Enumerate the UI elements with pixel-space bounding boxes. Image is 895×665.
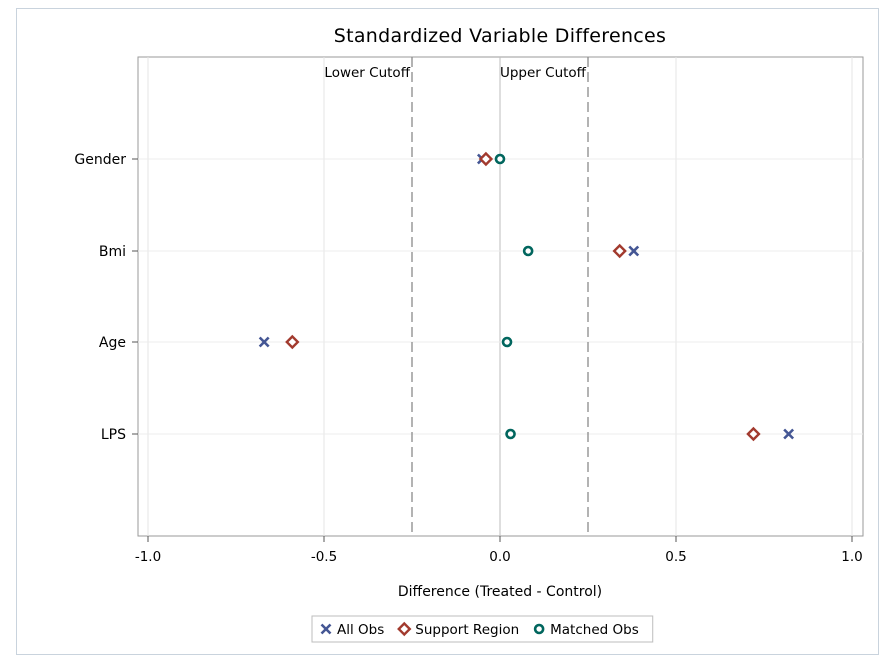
y-tick-label: Bmi xyxy=(99,244,126,260)
x-tick-label: -0.5 xyxy=(311,549,337,565)
y-tick-label: Gender xyxy=(74,152,126,168)
cutoff-label: Lower Cutoff xyxy=(324,65,410,81)
y-tick-label: LPS xyxy=(101,427,126,443)
reference-lines: Lower Cutoff Upper Cutoff xyxy=(324,57,589,536)
chart-title: Standardized Variable Differences xyxy=(334,25,666,47)
legend-marker xyxy=(397,621,412,637)
axes: -1.0 -0.5 0.0 0.5 1.0 Gender Bmi Age LPS xyxy=(74,152,862,565)
data-point xyxy=(258,336,270,348)
cutoff-label: Upper Cutoff xyxy=(500,65,587,81)
data-point xyxy=(612,243,627,259)
legend: All Obs Support Region Matched Obs xyxy=(311,615,654,643)
data-point xyxy=(522,245,534,257)
data-point xyxy=(783,428,795,440)
chart-frame xyxy=(16,8,879,655)
legend-label: Support Region xyxy=(415,622,519,638)
y-tick-label: Age xyxy=(99,335,126,351)
legend-label: All Obs xyxy=(337,622,384,638)
data-point xyxy=(501,336,513,348)
x-tick-label: -1.0 xyxy=(135,549,161,565)
x-axis-label: Difference (Treated - Control) xyxy=(398,584,602,600)
legend-marker xyxy=(320,623,332,635)
legend-marker xyxy=(533,623,545,635)
data-point xyxy=(494,153,506,165)
x-tick-label: 1.0 xyxy=(841,549,862,565)
data-point xyxy=(505,428,516,440)
legend-box xyxy=(311,615,654,643)
data-marks xyxy=(258,151,795,442)
legend-label: Matched Obs xyxy=(550,622,639,638)
data-point xyxy=(746,426,761,442)
x-tick-label: 0.5 xyxy=(665,549,686,565)
grid-layer xyxy=(138,57,863,536)
x-tick-label: 0.0 xyxy=(489,549,510,565)
data-point xyxy=(285,334,300,350)
data-point xyxy=(478,151,494,167)
data-point xyxy=(628,245,640,257)
